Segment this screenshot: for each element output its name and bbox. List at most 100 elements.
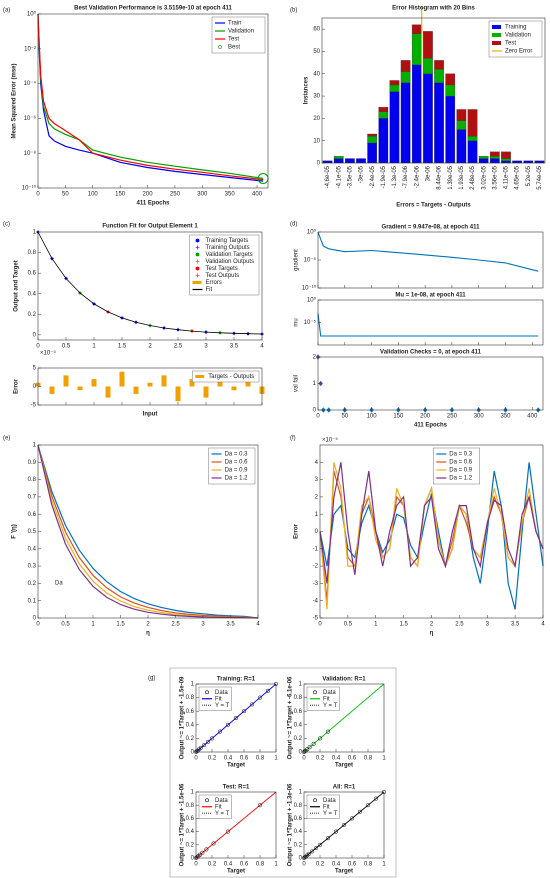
- y-tick-label: 0: [315, 529, 319, 535]
- legend-label: Test: [505, 41, 516, 47]
- y-tick-label: 1: [299, 790, 303, 796]
- legend-label: Training Outputs: [206, 245, 250, 251]
- legend-swatch: [492, 25, 501, 29]
- y-tick-label: 0.4: [28, 291, 37, 297]
- y-tick-label: 0.8: [294, 803, 303, 809]
- x-tick-label: 2.5: [455, 622, 464, 628]
- histogram-bar: [512, 160, 522, 164]
- x-tick-label: 300: [474, 414, 485, 420]
- x-tick-label: -2.4e-06: [414, 165, 420, 188]
- x-tick-label: 200: [143, 192, 154, 198]
- x-tick-label: 150: [115, 192, 126, 198]
- histogram-bar: [378, 111, 389, 119]
- x-tick-label: 2.5: [171, 622, 180, 628]
- x-tick-label: 0.8: [364, 756, 373, 762]
- error-bar: [49, 386, 55, 394]
- x-tick-label: 4.65e-05: [515, 165, 521, 189]
- y-tick-label: 10⁻⁵: [304, 257, 317, 264]
- y-tick-label: 1: [191, 790, 195, 796]
- y-tick-label: 1: [315, 512, 319, 518]
- legend-label: Data: [215, 798, 228, 804]
- plot-title: Best Validation Performance is 3.5159e-1…: [74, 6, 232, 12]
- y-tick-label: 50: [313, 49, 320, 55]
- legend-label: Train: [228, 21, 241, 27]
- x-tick-label: 0: [36, 622, 40, 628]
- y-tick-label: 2: [315, 494, 319, 500]
- y-tick-label: 5: [33, 366, 37, 372]
- x-tick-label: 0.5: [344, 622, 353, 628]
- y-tick-label: 10⁻⁴: [24, 80, 37, 87]
- histogram-bar: [411, 24, 422, 34]
- y-axis-label: Mean Squared Error (mse): [12, 63, 18, 138]
- x-axis-label: 411 Epochs: [136, 201, 170, 207]
- legend-swatch: [205, 690, 209, 695]
- data-point: [205, 739, 211, 744]
- x-tick-label: 2: [430, 622, 434, 628]
- histogram-bar: [333, 156, 344, 159]
- x-tick-label: 50: [341, 414, 348, 420]
- y-tick-label: -3: [313, 581, 319, 587]
- x-tick-label: 1: [274, 756, 278, 762]
- legend-box: [306, 686, 340, 711]
- y-tick-label: 0.2: [28, 581, 37, 587]
- legend-label: Da = 0.3: [449, 452, 473, 458]
- y-tick-label: 0: [33, 616, 37, 622]
- data-point: [249, 702, 255, 707]
- legend-label: Best: [228, 45, 240, 51]
- legend-label: Test Targets: [206, 266, 238, 272]
- y-tick-label: 10⁰: [307, 297, 317, 304]
- y-tick-label: 0.8: [28, 250, 37, 256]
- histogram-bar: [445, 73, 456, 86]
- legend-label: Fit: [323, 804, 330, 810]
- series-line: [317, 313, 539, 337]
- data-point: [305, 747, 310, 752]
- series-line: [195, 791, 277, 859]
- data-point: [311, 741, 316, 746]
- data-point: [307, 745, 312, 750]
- histogram-bar: [478, 156, 489, 159]
- y-tick-label: 10⁰: [27, 11, 37, 18]
- x-tick-label: 2: [148, 344, 152, 350]
- data-point: [333, 829, 339, 834]
- data-point: [217, 729, 223, 734]
- panel-label: (b): [290, 8, 297, 14]
- legend-label: Y = T: [215, 703, 230, 709]
- x-tick-label: -4.6e-05: [325, 165, 331, 188]
- y-tick-label: 0.2: [186, 736, 195, 742]
- plot-title: All: R=1: [333, 785, 356, 791]
- legend-box: [198, 794, 232, 819]
- histogram-bar: [367, 142, 378, 164]
- histogram-bar: [389, 84, 400, 92]
- legend-swatch: [195, 238, 200, 243]
- legend-label: Training Targets: [206, 238, 249, 244]
- histogram-bar: [378, 107, 389, 112]
- error-bar: [175, 386, 181, 402]
- x-tick-label: 3.5: [511, 622, 520, 628]
- legend-box: [189, 234, 260, 296]
- error-bar: [245, 379, 251, 387]
- y-tick-label: 4: [315, 460, 319, 466]
- x-tick-label: 1: [374, 622, 378, 628]
- x-tick-label: 0.5: [62, 344, 71, 350]
- x-tick-label: 2.48e-05: [470, 165, 476, 189]
- data-point: [204, 847, 209, 852]
- plot-frame: [317, 299, 544, 346]
- data-point: [325, 836, 331, 841]
- plot-title: Mu = 1e-08, at epoch 411: [395, 293, 466, 299]
- series-line: [37, 13, 264, 181]
- y-tick-label: 0.8: [186, 803, 195, 809]
- histogram-bar: [467, 136, 478, 141]
- error-bar: [105, 386, 111, 398]
- x-tick-label: 0.5: [61, 622, 70, 628]
- error-bar: [147, 382, 153, 387]
- y-tick-label: 0.5: [28, 529, 37, 535]
- histogram-bar: [389, 91, 400, 164]
- y-tick-label: 0.8: [28, 477, 37, 483]
- x-axis-label: Target: [335, 763, 353, 769]
- histogram-bar: [400, 60, 411, 72]
- data-point: [325, 729, 331, 734]
- data-point: [357, 809, 363, 814]
- legend-label: Y = T: [323, 703, 338, 709]
- y-tick-label: 0.4: [28, 546, 37, 552]
